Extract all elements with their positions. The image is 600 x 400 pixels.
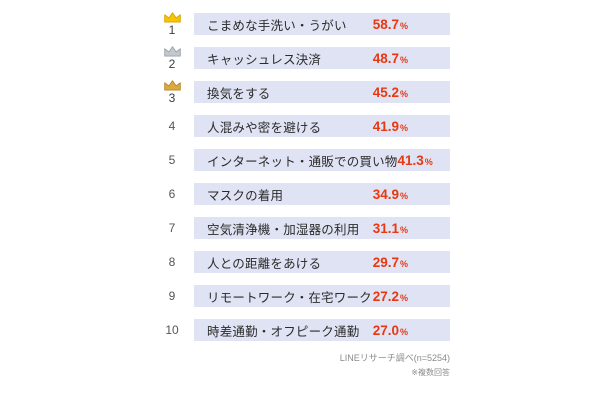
rank-number: 9 [168,289,176,303]
item-label: マスクの着用 [207,188,284,203]
item-value: 29.7% [373,255,408,270]
item-value: 41.3% [398,153,433,168]
percent-sign: % [399,88,408,99]
rank-badge: 8 [150,248,194,276]
ranking-bar: 時差通勤・オフピーク通勤 27.0% [194,319,450,341]
rank-badge: 1 [150,10,194,38]
percent-number: 45.2 [372,84,399,100]
item-value: 45.2% [373,85,408,100]
rank-number: 7 [168,221,176,235]
rank-badge: 9 [150,282,194,310]
percent-number: 27.2 [372,288,399,304]
rank-badge: 10 [150,316,194,344]
ranking-row: 6 マスクの着用 34.9% [150,183,450,205]
ranking-content: 1 こまめな手洗い・うがい 58.7% 2 キャッシュレス決済 4 [150,10,450,378]
rank-badge: 3 [150,78,194,106]
item-label: キャッシュレス決済 [207,52,322,67]
ranking-row: 5 インターネット・通販での買い物 41.3% [150,149,450,171]
item-label: インターネット・通販での買い物 [207,154,398,169]
item-value: 31.1% [373,221,408,236]
rank-number: 10 [165,323,179,337]
ranking-row: 3 換気をする 45.2% [150,78,450,106]
rank-number: 8 [168,255,176,269]
percent-number: 34.9 [372,186,399,202]
percent-sign: % [399,326,408,337]
item-value: 41.9% [373,119,408,134]
percent-sign: % [399,224,408,235]
item-label: 人との距離をあける [207,256,322,271]
item-label: こまめな手洗い・うがい [207,18,347,33]
rank-1-badge: 1 [163,12,182,36]
rank-number: 3 [168,91,176,105]
ranking-row: 2 キャッシュレス決済 48.7% [150,44,450,72]
item-value: 27.0% [373,323,408,338]
ranking-bar: 換気をする 45.2% [194,81,450,103]
rank-badge: 5 [150,146,194,174]
rank-badge: 2 [150,44,194,72]
ranking-bar: マスクの着用 34.9% [194,183,450,205]
crown-gold-icon [163,12,181,23]
percent-number: 29.7 [372,254,399,270]
rank-badge: 6 [150,180,194,208]
rank-3-badge: 3 [163,80,182,104]
ranking-row: 4 人混みや密を避ける 41.9% [150,115,450,137]
item-value: 48.7% [373,51,408,66]
ranking-bar: こまめな手洗い・うがい 58.7% [194,13,450,35]
ranking-bar: 人混みや密を避ける 41.9% [194,115,450,137]
percent-sign: % [399,54,408,65]
ranking-bar: 人との距離をあける 29.7% [194,251,450,273]
chart-footer: LINEリサーチ調べ(n=5254) ※複数回答 [150,351,450,378]
item-value: 58.7% [373,17,408,32]
rank-number: 4 [168,119,176,133]
multi-answer-note: ※複数回答 [411,368,450,377]
rank-number: 1 [168,23,176,37]
item-label: リモートワーク・在宅ワーク [207,290,372,305]
item-label: 時差通勤・オフピーク通勤 [207,324,360,339]
percent-sign: % [399,122,408,133]
item-label: 人混みや密を避ける [207,120,322,135]
ranking-row: 8 人との距離をあける 29.7% [150,251,450,273]
source-note: LINEリサーチ調べ(n=5254) [339,353,450,363]
percent-number: 41.9 [372,118,399,134]
item-label: 換気をする [207,86,271,101]
ranking-bar: インターネット・通販での買い物 41.3% [194,149,450,171]
item-label: 空気清浄機・加湿器の利用 [207,222,360,237]
crown-bronze-icon [163,80,181,91]
item-value: 34.9% [373,187,408,202]
rank-number: 2 [168,57,176,71]
ranking-bar: キャッシュレス決済 48.7% [194,47,450,69]
rank-number: 6 [168,187,176,201]
percent-sign: % [399,20,408,31]
ranking-rows: 1 こまめな手洗い・うがい 58.7% 2 キャッシュレス決済 4 [150,10,450,341]
crown-silver-icon [163,46,181,57]
rank-2-badge: 2 [163,46,182,70]
rank-badge: 7 [150,214,194,242]
ranking-row: 10 時差通勤・オフピーク通勤 27.0% [150,319,450,341]
percent-number: 48.7 [372,50,399,66]
ranking-row: 1 こまめな手洗い・うがい 58.7% [150,10,450,38]
ranking-row: 7 空気清浄機・加湿器の利用 31.1% [150,217,450,239]
item-value: 27.2% [373,289,408,304]
percent-sign: % [399,190,408,201]
percent-number: 58.7 [372,16,399,32]
ranking-row: 9 リモートワーク・在宅ワーク 27.2% [150,285,450,307]
ranking-bar: 空気清浄機・加湿器の利用 31.1% [194,217,450,239]
rank-number: 5 [168,153,176,167]
percent-sign: % [424,156,433,167]
percent-number: 31.1 [372,220,399,236]
ranking-bar: リモートワーク・在宅ワーク 27.2% [194,285,450,307]
percent-sign: % [399,292,408,303]
percent-number: 27.0 [372,322,399,338]
percent-sign: % [399,258,408,269]
rank-badge: 4 [150,112,194,140]
percent-number: 41.3 [397,152,424,168]
